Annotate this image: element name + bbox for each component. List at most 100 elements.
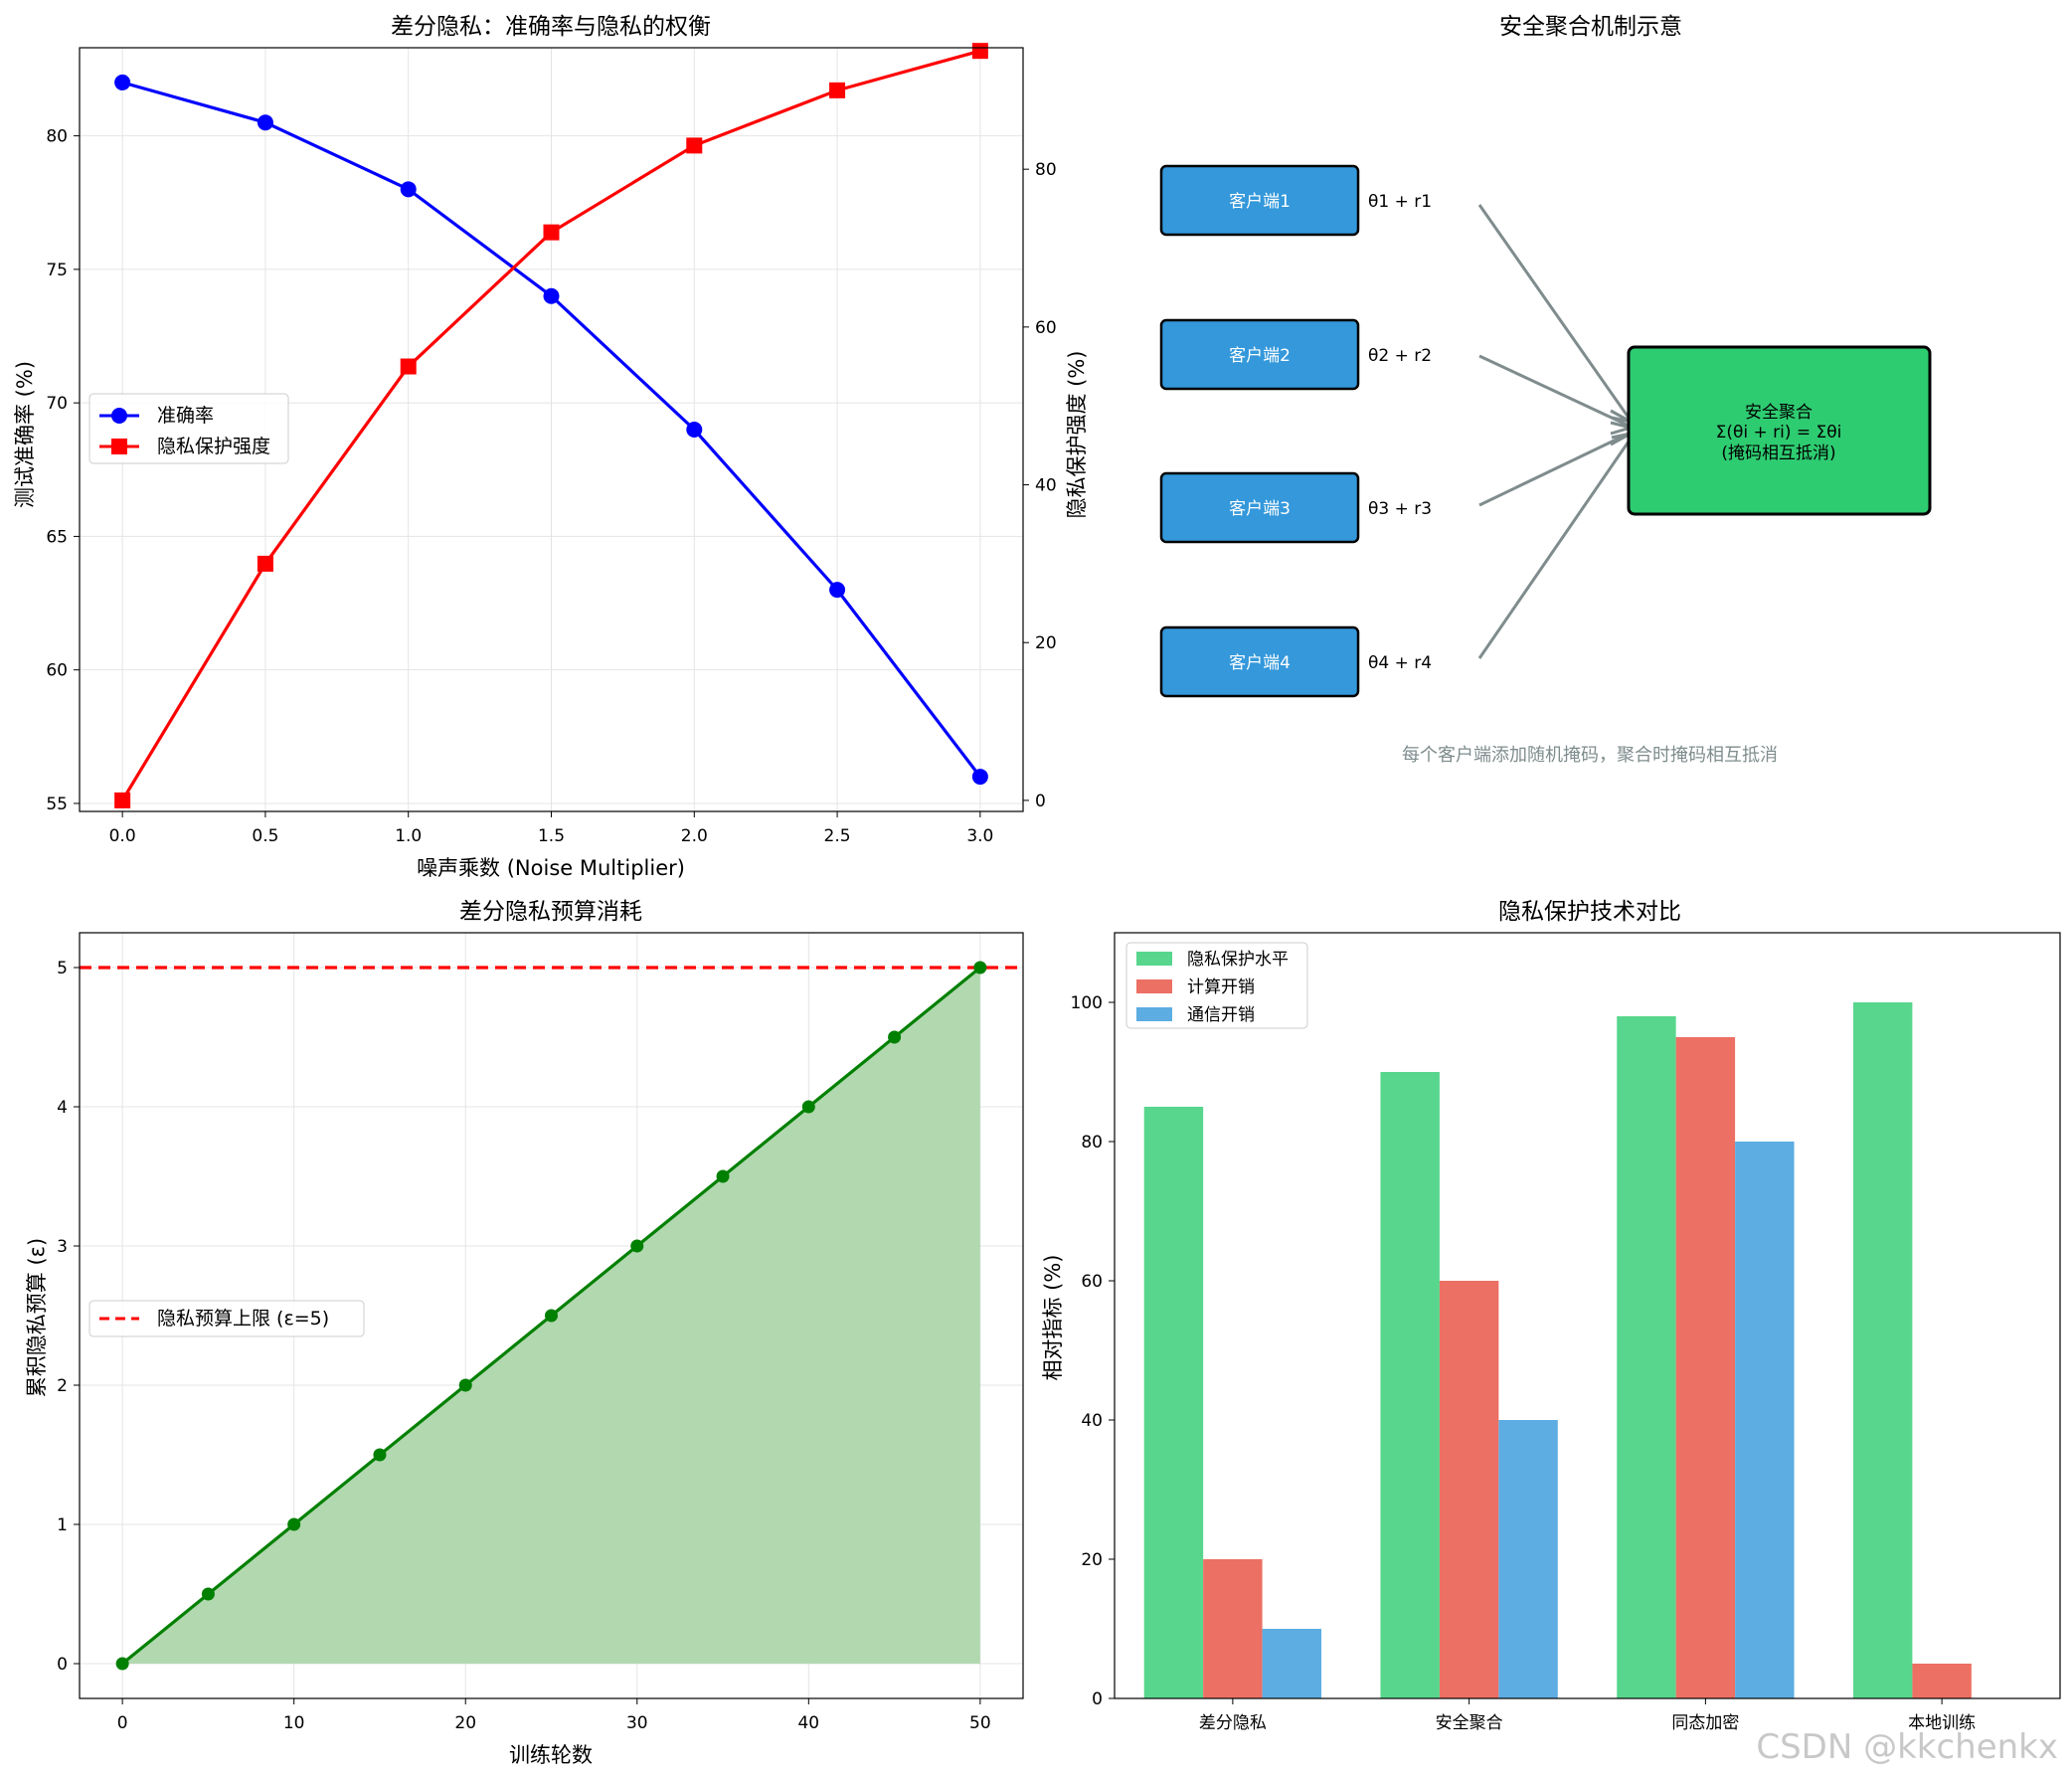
data-point xyxy=(686,422,703,438)
data-point xyxy=(114,74,131,90)
budget-legend-box xyxy=(88,1300,365,1337)
data-point xyxy=(257,114,273,131)
y-tick-label: 75 xyxy=(46,261,68,280)
data-point xyxy=(257,555,273,572)
client-formula: θ1 + r1 xyxy=(1368,192,1432,212)
data-point xyxy=(201,1587,215,1601)
data-point xyxy=(829,82,846,98)
data-point xyxy=(971,769,988,786)
y-tick-label: 5 xyxy=(57,959,68,978)
client-label: 客户端4 xyxy=(1229,653,1291,673)
client-label: 客户端2 xyxy=(1229,346,1291,366)
data-point xyxy=(545,1309,558,1323)
x-tick-label: 10 xyxy=(283,1713,305,1733)
x-tick-label: 0 xyxy=(117,1713,128,1733)
budget-y-label: 累积隐私预算 (ε) xyxy=(25,1238,49,1397)
legend-comm-cost-label: 通信开销 xyxy=(1187,1005,1255,1025)
tradeoff-y-label: 测试准确率 (%) xyxy=(13,361,37,508)
client-label: 客户端3 xyxy=(1229,499,1291,519)
data-point xyxy=(971,43,988,60)
aggregator-note: (掩码相互抵消) xyxy=(1721,444,1835,463)
legend-privacy-label: 隐私保护强度 xyxy=(157,436,270,457)
secure-aggregation-caption: 每个客户端添加随机掩码，聚合时掩码相互抵消 xyxy=(1402,745,1778,766)
client-node: 客户端4 θ4 + r4 xyxy=(1159,625,1432,698)
y-tick-label: 4 xyxy=(57,1098,68,1118)
y-tick-label: 20 xyxy=(1081,1550,1103,1570)
client-box xyxy=(1159,318,1360,391)
y-tick-label: 1 xyxy=(57,1515,68,1535)
legend-accuracy-marker xyxy=(111,408,127,424)
budget-x-ticks: 0 10 20 30 40 50 xyxy=(117,1698,991,1733)
client-node: 客户端2 θ2 + r2 xyxy=(1159,318,1432,391)
client-formula: θ3 + r3 xyxy=(1368,499,1432,519)
data-point xyxy=(373,1448,387,1462)
comparison-axes-frame xyxy=(1114,932,2061,1699)
bar xyxy=(1617,1016,1676,1698)
bar xyxy=(1380,1072,1440,1698)
bar xyxy=(1852,1002,1913,1698)
data-point xyxy=(400,358,417,375)
tradeoff-x-label: 噪声乘数 (Noise Multiplier) xyxy=(417,856,685,880)
data-point xyxy=(716,1169,730,1183)
comparison-legend: 隐私保护水平 计算开销 通信开销 xyxy=(1125,942,1308,1029)
budget-series xyxy=(80,961,1023,1671)
data-point xyxy=(829,582,846,599)
tradeoff-title: 差分隐私：准确率与隐私的权衡 xyxy=(391,14,711,40)
x-tick-label: 40 xyxy=(797,1713,819,1733)
data-point xyxy=(686,137,703,154)
bar xyxy=(1143,1107,1204,1698)
aggregator-title: 安全聚合 xyxy=(1745,403,1813,423)
tradeoff-right-y-label: 隐私保护强度 (%) xyxy=(1065,350,1089,518)
x-tick-label: 0.0 xyxy=(109,826,136,846)
legend-compute-cost-swatch xyxy=(1136,979,1172,993)
y-tick-label: 40 xyxy=(1081,1411,1103,1431)
y-tick-label: 60 xyxy=(1081,1272,1103,1292)
right-y-tick-label: 20 xyxy=(1035,633,1057,653)
client-formula: θ4 + r4 xyxy=(1368,653,1432,673)
bar xyxy=(1498,1420,1558,1698)
right-y-tick-label: 40 xyxy=(1035,476,1057,496)
x-tick-label: 安全聚合 xyxy=(1436,1713,1503,1733)
bar xyxy=(1262,1629,1322,1698)
y-tick-label: 70 xyxy=(46,394,68,414)
client-formula: θ2 + r2 xyxy=(1368,346,1432,366)
y-tick-label: 0 xyxy=(1092,1689,1103,1709)
tradeoff-x-ticks: 0.0 0.5 1.0 1.5 2.0 2.5 3.0 xyxy=(109,811,993,846)
data-point xyxy=(888,1030,902,1044)
data-point xyxy=(287,1517,301,1531)
y-tick-label: 3 xyxy=(57,1237,68,1257)
y-tick-label: 100 xyxy=(1071,993,1103,1013)
client-box xyxy=(1159,625,1360,698)
y-tick-label: 55 xyxy=(46,795,68,814)
bar xyxy=(1439,1281,1499,1698)
client-node: 客户端1 θ1 + r1 xyxy=(1159,164,1432,237)
data-point xyxy=(114,792,131,808)
watermark: CSDN @kkchenkx xyxy=(1756,1727,2058,1767)
arrow-4 xyxy=(1477,441,1631,659)
data-point xyxy=(543,287,560,304)
right-y-tick-label: 80 xyxy=(1035,160,1057,180)
client-box xyxy=(1159,471,1360,544)
right-y-tick-label: 0 xyxy=(1035,792,1046,811)
tradeoff-legend: 准确率 隐私保护强度 xyxy=(88,393,289,464)
comparison-bars xyxy=(1143,1002,1972,1698)
bar xyxy=(1675,1037,1736,1698)
y-tick-label: 60 xyxy=(46,661,68,681)
bar xyxy=(1912,1664,1972,1698)
client-label: 客户端1 xyxy=(1229,192,1291,212)
budget-chart: 0 10 20 30 40 50 0 1 2 3 4 5 差分隐私预算消耗 训练轮数 累积隐私预算 … xyxy=(25,899,1024,1767)
x-tick-label: 3.0 xyxy=(966,826,993,846)
x-tick-label: 1.0 xyxy=(395,826,422,846)
x-tick-label: 本地训练 xyxy=(1908,1713,1976,1733)
legend-privacy-level-label: 隐私保护水平 xyxy=(1187,950,1289,970)
legend-privacy-level-swatch xyxy=(1136,952,1172,966)
y-tick-label: 0 xyxy=(57,1655,68,1675)
y-tick-label: 80 xyxy=(46,127,68,147)
tradeoff-chart: 0.0 0.5 1.0 1.5 2.0 2.5 3.0 55 60 65 70 75 80 0 20 40… xyxy=(13,14,1089,880)
legend-privacy-marker xyxy=(111,439,127,454)
tradeoff-right-y-ticks: 0 20 40 60 80 xyxy=(1023,160,1057,811)
budget-y-ticks: 0 1 2 3 4 5 xyxy=(57,959,80,1675)
comparison-chart: 差分隐私 安全聚合 同态加密 本地训练 0 20 40 60 80 100 隐私保护技术对比 相… xyxy=(1041,899,2061,1733)
x-tick-label: 同态加密 xyxy=(1671,1713,1739,1733)
tradeoff-series xyxy=(114,43,988,808)
